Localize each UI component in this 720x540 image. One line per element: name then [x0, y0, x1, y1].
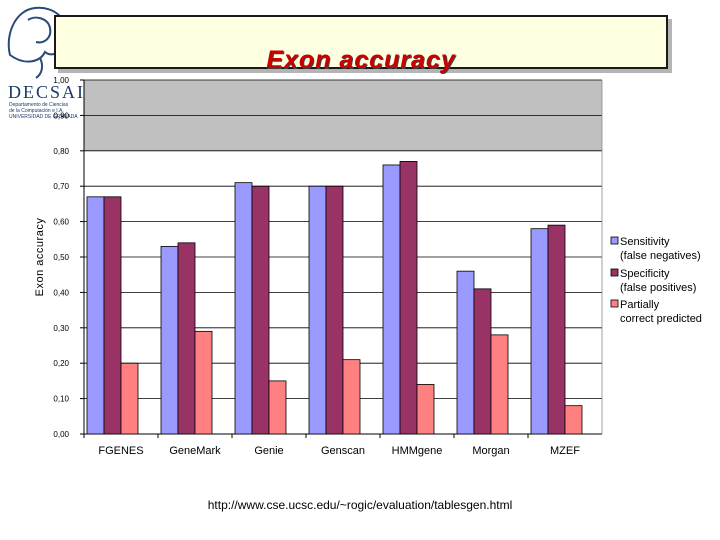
y-tick-label: 0,60: [53, 218, 69, 227]
logo-line-3: UNIVERSIDAD DE GRANADA: [9, 114, 78, 120]
bar: [473, 288, 492, 435]
logo-line-2: de la Computación e I.A.: [9, 108, 64, 114]
bar: [342, 359, 361, 435]
bar: [120, 362, 139, 435]
bar: [490, 334, 509, 435]
legend-swatch: [610, 236, 619, 245]
bar: [382, 164, 401, 435]
y-tick-label: 0,90: [53, 111, 69, 120]
x-tick-label: Genie: [254, 445, 283, 457]
logo-word: DECSAI: [8, 82, 86, 102]
x-tick-label: Genscan: [321, 445, 365, 457]
y-tick-label: 0,70: [53, 182, 69, 191]
bar: [308, 185, 327, 435]
x-tick-label: HMMgene: [392, 445, 443, 457]
bar: [325, 185, 344, 435]
y-tick-label: 0,00: [53, 430, 69, 439]
bar: [456, 270, 475, 435]
bar: [251, 185, 270, 435]
bar: [234, 182, 253, 435]
bar: [177, 242, 196, 435]
bar: [268, 380, 287, 435]
bar: [103, 196, 122, 435]
bar: [160, 245, 179, 435]
bar: [86, 196, 105, 435]
bar: [416, 384, 435, 435]
y-tick-label: 0,40: [53, 288, 69, 297]
legend-label: Specificity (false positives): [620, 268, 696, 294]
x-tick-label: GeneMark: [169, 445, 221, 457]
y-tick-label: 1,00: [53, 76, 69, 85]
bar: [564, 405, 583, 435]
legend-label: Partially correct predicted: [620, 299, 702, 325]
x-tick-label: MZEF: [550, 445, 580, 457]
legend-swatch: [610, 268, 619, 277]
x-tick-label: FGENES: [98, 445, 143, 457]
bar: [547, 224, 566, 435]
y-axis-label: Exon accuracy: [34, 218, 46, 297]
legend-swatch: [610, 299, 619, 308]
bar: [194, 330, 213, 435]
y-tick-label: 0,30: [53, 324, 69, 333]
y-tick-label: 0,10: [53, 395, 69, 404]
bar: [399, 161, 418, 435]
title-banner: Exon accuracy: [54, 15, 668, 74]
y-tick-label: 0,20: [53, 359, 69, 368]
source-url: http://www.cse.ucsc.edu/~rogic/evaluatio…: [207, 498, 513, 512]
y-tick-label: 0,50: [53, 253, 69, 262]
x-tick-label: Morgan: [472, 445, 509, 457]
y-tick-label: 0,80: [53, 147, 69, 156]
logo-line-1: Departamento de Ciencias: [9, 102, 69, 108]
legend-label: Sensitivity (false negatives): [620, 236, 701, 262]
bar: [530, 228, 549, 435]
chart-title: Exon accuracy: [266, 46, 456, 74]
